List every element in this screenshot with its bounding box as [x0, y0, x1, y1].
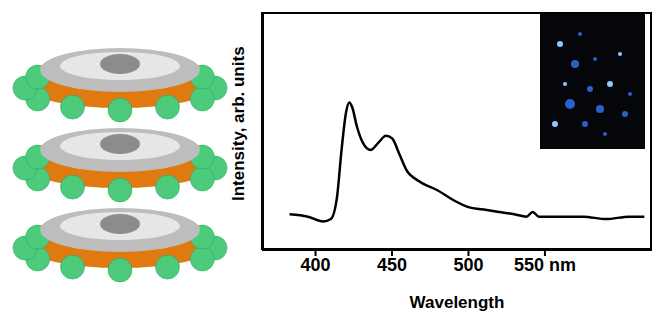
svg-text:450: 450 — [377, 255, 407, 275]
svg-text:400: 400 — [301, 255, 331, 275]
svg-text:Wavelength: Wavelength — [410, 293, 505, 312]
svg-text:Intensity, arb. units: Intensity, arb. units — [229, 46, 248, 201]
svg-text:500: 500 — [453, 255, 483, 275]
svg-text:550 nm: 550 nm — [514, 255, 576, 275]
